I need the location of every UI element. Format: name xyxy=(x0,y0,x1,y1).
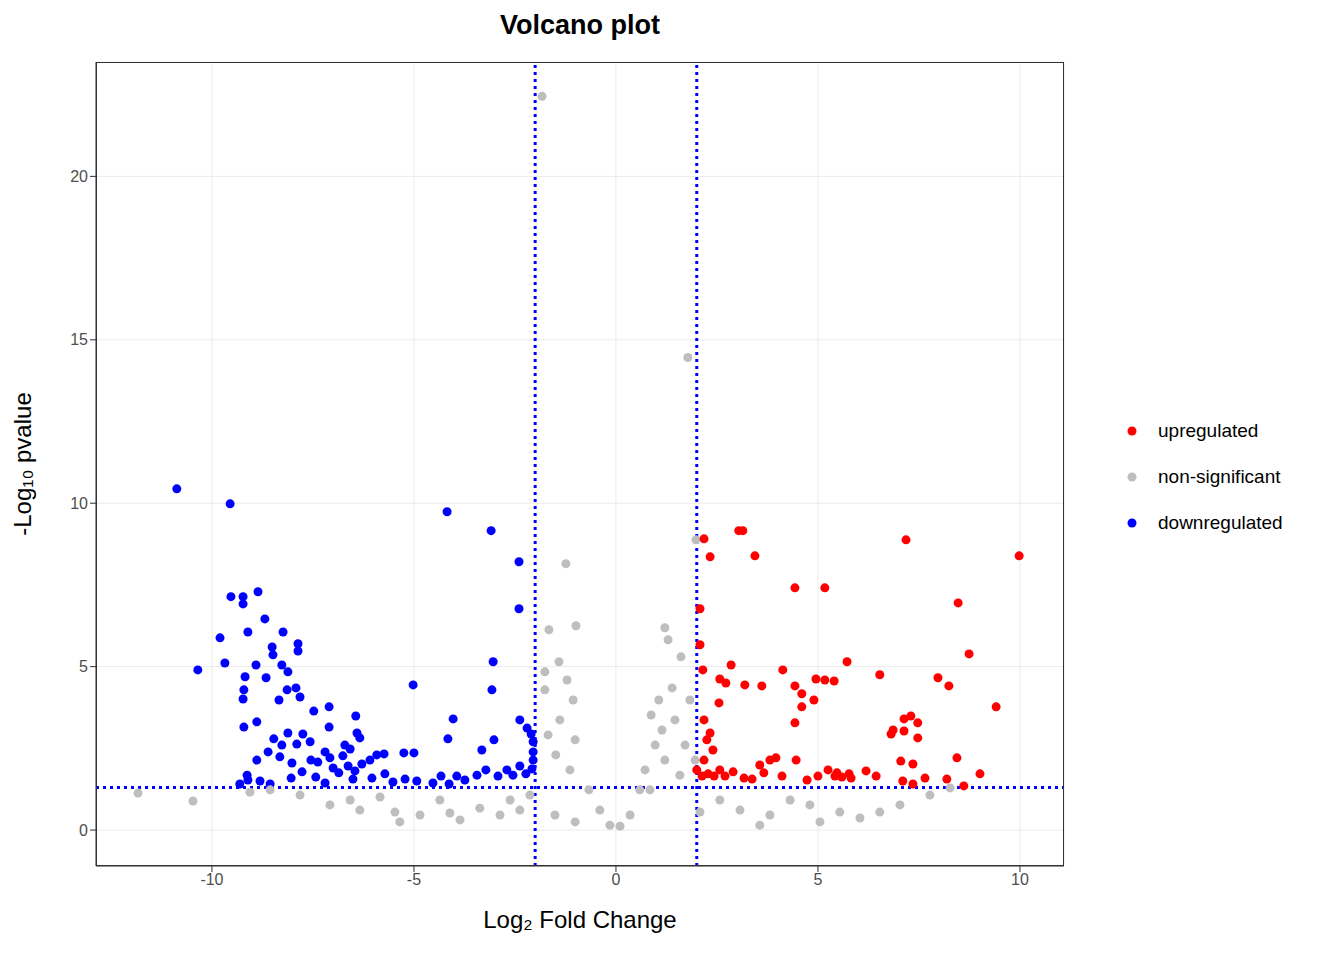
html-text:Volcano plot: Volcano plot xyxy=(500,10,660,40)
html-text:upregulated: upregulated xyxy=(1158,420,1259,441)
svg-text:0: 0 xyxy=(612,871,621,888)
html-text:non-significant: non-significant xyxy=(1158,466,1281,487)
svg-text:20: 20 xyxy=(70,168,88,185)
svg-text:-Log₁₀ pvalue: -Log₁₀ pvalue xyxy=(9,392,36,535)
html-text:downregulated: downregulated xyxy=(1158,512,1283,533)
svg-text:0: 0 xyxy=(79,822,88,839)
svg-text:5: 5 xyxy=(79,658,88,675)
svg-text:-10: -10 xyxy=(200,871,223,888)
svg-text:5: 5 xyxy=(814,871,823,888)
svg-text:10: 10 xyxy=(70,495,88,512)
svg-text:10: 10 xyxy=(1011,871,1029,888)
svg-text:-5: -5 xyxy=(407,871,421,888)
svg-text:15: 15 xyxy=(70,331,88,348)
svg-text:Log₂ Fold Change: Log₂ Fold Change xyxy=(483,906,676,933)
